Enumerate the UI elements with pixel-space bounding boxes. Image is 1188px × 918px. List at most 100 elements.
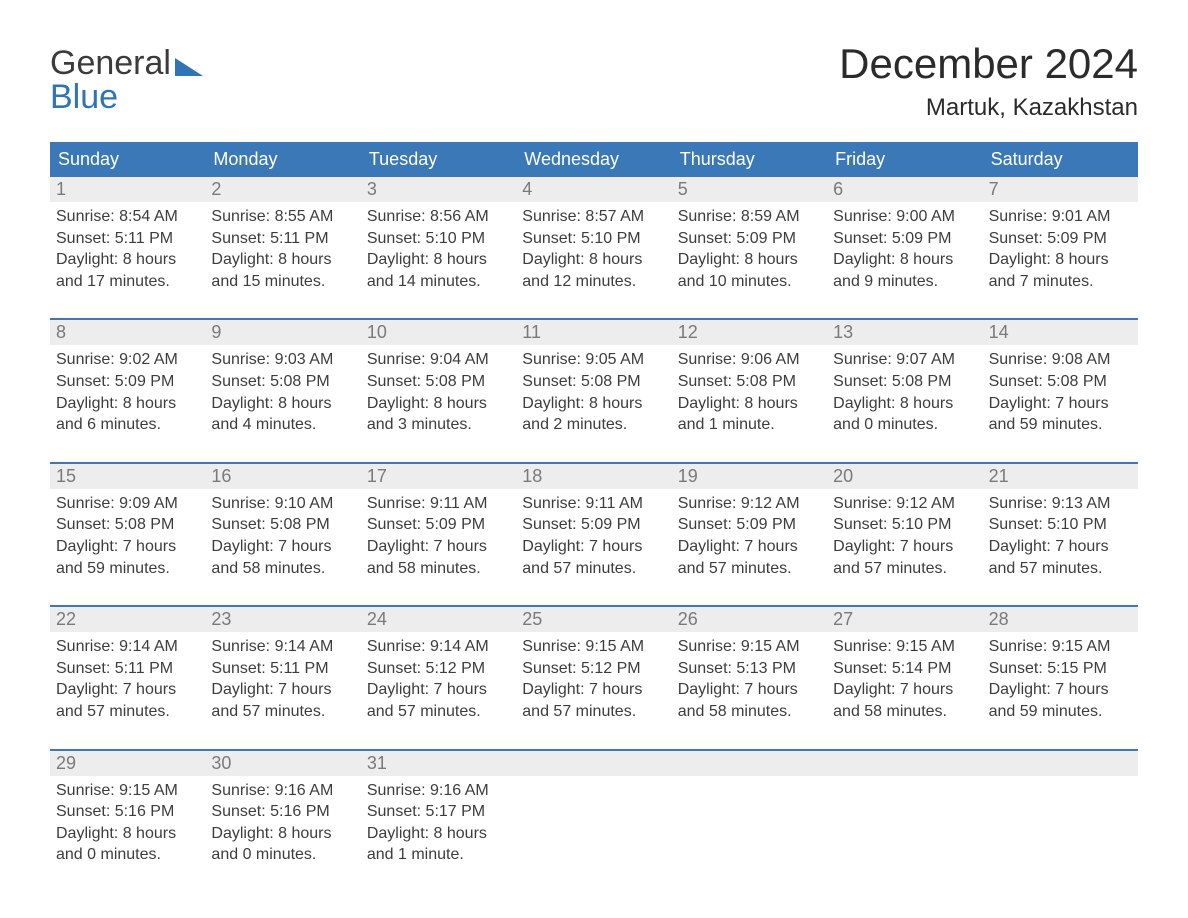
weekday-cell: Wednesday xyxy=(516,142,671,177)
sunrise-line: Sunrise: 9:14 AM xyxy=(211,636,354,658)
day-cell: Sunrise: 8:55 AMSunset: 5:11 PMDaylight:… xyxy=(205,202,360,292)
weekday-cell: Tuesday xyxy=(361,142,516,177)
day-number: 26 xyxy=(672,607,827,632)
day-number: 5 xyxy=(672,177,827,202)
sunset-line: Sunset: 5:12 PM xyxy=(367,658,510,680)
sunset-line: Sunset: 5:15 PM xyxy=(989,658,1132,680)
day-number: 1 xyxy=(50,177,205,202)
sunrise-line: Sunrise: 9:15 AM xyxy=(833,636,976,658)
sunrise-line: Sunrise: 9:10 AM xyxy=(211,493,354,515)
sunrise-line: Sunrise: 9:02 AM xyxy=(56,349,199,371)
daylight-line: Daylight: 8 hours and 7 minutes. xyxy=(989,249,1132,292)
day-cell: Sunrise: 8:57 AMSunset: 5:10 PMDaylight:… xyxy=(516,202,671,292)
day-cell: Sunrise: 9:00 AMSunset: 5:09 PMDaylight:… xyxy=(827,202,982,292)
daylight-line: Daylight: 8 hours and 0 minutes. xyxy=(211,823,354,866)
daylight-line: Daylight: 8 hours and 9 minutes. xyxy=(833,249,976,292)
sunrise-line: Sunrise: 8:55 AM xyxy=(211,206,354,228)
day-number: 20 xyxy=(827,464,982,489)
sunrise-line: Sunrise: 9:09 AM xyxy=(56,493,199,515)
sunrise-line: Sunrise: 9:14 AM xyxy=(56,636,199,658)
sunset-line: Sunset: 5:08 PM xyxy=(989,371,1132,393)
daylight-line: Daylight: 8 hours and 2 minutes. xyxy=(522,393,665,436)
day-number: 29 xyxy=(50,751,205,776)
daylight-line: Daylight: 8 hours and 10 minutes. xyxy=(678,249,821,292)
day-cell: Sunrise: 8:59 AMSunset: 5:09 PMDaylight:… xyxy=(672,202,827,292)
day-number: 18 xyxy=(516,464,671,489)
week-row: 22232425262728Sunrise: 9:14 AMSunset: 5:… xyxy=(50,605,1138,722)
day-number: 15 xyxy=(50,464,205,489)
day-number: 25 xyxy=(516,607,671,632)
day-number: 11 xyxy=(516,320,671,345)
daylight-line: Daylight: 8 hours and 14 minutes. xyxy=(367,249,510,292)
sunset-line: Sunset: 5:11 PM xyxy=(56,228,199,250)
day-cell: Sunrise: 9:10 AMSunset: 5:08 PMDaylight:… xyxy=(205,489,360,579)
daylight-line: Daylight: 7 hours and 58 minutes. xyxy=(211,536,354,579)
daynum-row: 15161718192021 xyxy=(50,464,1138,489)
day-cell xyxy=(672,776,827,866)
weekday-cell: Saturday xyxy=(983,142,1138,177)
daylight-line: Daylight: 8 hours and 15 minutes. xyxy=(211,249,354,292)
sunset-line: Sunset: 5:17 PM xyxy=(367,801,510,823)
sunset-line: Sunset: 5:09 PM xyxy=(367,514,510,536)
sunrise-line: Sunrise: 9:15 AM xyxy=(678,636,821,658)
sunset-line: Sunset: 5:09 PM xyxy=(56,371,199,393)
day-cell: Sunrise: 8:54 AMSunset: 5:11 PMDaylight:… xyxy=(50,202,205,292)
daylight-line: Daylight: 8 hours and 12 minutes. xyxy=(522,249,665,292)
day-cell: Sunrise: 9:15 AMSunset: 5:14 PMDaylight:… xyxy=(827,632,982,722)
sunrise-line: Sunrise: 9:15 AM xyxy=(522,636,665,658)
daylight-line: Daylight: 8 hours and 0 minutes. xyxy=(56,823,199,866)
sunrise-line: Sunrise: 9:16 AM xyxy=(211,780,354,802)
sunrise-line: Sunrise: 9:14 AM xyxy=(367,636,510,658)
daylight-line: Daylight: 8 hours and 0 minutes. xyxy=(833,393,976,436)
sunset-line: Sunset: 5:10 PM xyxy=(989,514,1132,536)
day-cell: Sunrise: 9:12 AMSunset: 5:09 PMDaylight:… xyxy=(672,489,827,579)
day-number: 24 xyxy=(361,607,516,632)
day-number: 14 xyxy=(983,320,1138,345)
daylight-line: Daylight: 7 hours and 59 minutes. xyxy=(56,536,199,579)
sunrise-line: Sunrise: 9:15 AM xyxy=(56,780,199,802)
day-cell: Sunrise: 9:16 AMSunset: 5:17 PMDaylight:… xyxy=(361,776,516,866)
sunrise-line: Sunrise: 9:16 AM xyxy=(367,780,510,802)
day-cell: Sunrise: 9:15 AMSunset: 5:15 PMDaylight:… xyxy=(983,632,1138,722)
daylight-line: Daylight: 7 hours and 58 minutes. xyxy=(678,679,821,722)
day-number: 16 xyxy=(205,464,360,489)
day-number xyxy=(983,751,1138,776)
day-number xyxy=(827,751,982,776)
day-cell: Sunrise: 9:05 AMSunset: 5:08 PMDaylight:… xyxy=(516,345,671,435)
day-cell: Sunrise: 9:12 AMSunset: 5:10 PMDaylight:… xyxy=(827,489,982,579)
brand-triangle-icon xyxy=(175,58,203,76)
day-number: 6 xyxy=(827,177,982,202)
day-cell: Sunrise: 9:16 AMSunset: 5:16 PMDaylight:… xyxy=(205,776,360,866)
day-number: 13 xyxy=(827,320,982,345)
daylight-line: Daylight: 7 hours and 59 minutes. xyxy=(989,679,1132,722)
sunset-line: Sunset: 5:08 PM xyxy=(367,371,510,393)
day-number: 8 xyxy=(50,320,205,345)
day-number xyxy=(516,751,671,776)
day-number xyxy=(672,751,827,776)
sunrise-line: Sunrise: 8:54 AM xyxy=(56,206,199,228)
day-cell xyxy=(827,776,982,866)
day-number: 4 xyxy=(516,177,671,202)
daynum-row: 293031 xyxy=(50,751,1138,776)
weekday-cell: Sunday xyxy=(50,142,205,177)
daylight-line: Daylight: 7 hours and 57 minutes. xyxy=(367,679,510,722)
brand-part1: General xyxy=(50,46,171,80)
week-row: 1234567Sunrise: 8:54 AMSunset: 5:11 PMDa… xyxy=(50,177,1138,292)
daylight-line: Daylight: 8 hours and 17 minutes. xyxy=(56,249,199,292)
week-row: 15161718192021Sunrise: 9:09 AMSunset: 5:… xyxy=(50,462,1138,579)
day-cell: Sunrise: 9:14 AMSunset: 5:12 PMDaylight:… xyxy=(361,632,516,722)
sunrise-line: Sunrise: 9:00 AM xyxy=(833,206,976,228)
sunset-line: Sunset: 5:08 PM xyxy=(522,371,665,393)
weekday-header-row: SundayMondayTuesdayWednesdayThursdayFrid… xyxy=(50,142,1138,177)
sunrise-line: Sunrise: 9:12 AM xyxy=(833,493,976,515)
weekday-cell: Monday xyxy=(205,142,360,177)
sunrise-line: Sunrise: 9:03 AM xyxy=(211,349,354,371)
day-number: 27 xyxy=(827,607,982,632)
daylight-line: Daylight: 7 hours and 58 minutes. xyxy=(367,536,510,579)
sunset-line: Sunset: 5:08 PM xyxy=(56,514,199,536)
sunrise-line: Sunrise: 9:01 AM xyxy=(989,206,1132,228)
daylight-line: Daylight: 7 hours and 57 minutes. xyxy=(678,536,821,579)
daylight-line: Daylight: 7 hours and 57 minutes. xyxy=(522,536,665,579)
daylight-line: Daylight: 7 hours and 57 minutes. xyxy=(56,679,199,722)
sunset-line: Sunset: 5:10 PM xyxy=(522,228,665,250)
